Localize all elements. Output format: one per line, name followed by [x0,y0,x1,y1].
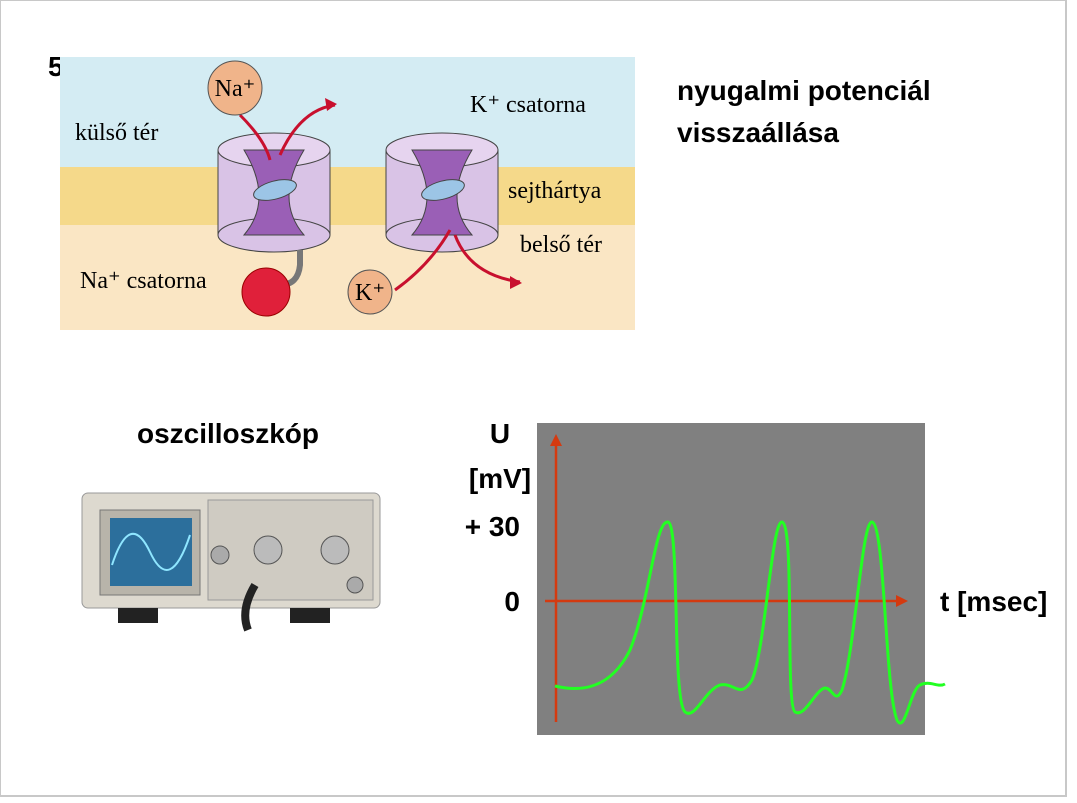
graph-background [537,423,925,735]
k-ion-label: K⁺ [355,280,385,306]
title-line: nyugalmi potenciál [677,75,931,106]
y-axis-arrow [550,434,562,446]
x-axis-arrow [896,595,908,607]
y-axis-label: U [490,418,510,449]
oscilloscope [81,492,381,632]
y-tick-label: + 30 [465,511,520,542]
k-channel-label: K⁺ csatorna [470,92,586,118]
potential-graph: U [mV] + 30 0 t [msec] [465,418,1047,735]
oscilloscope-label: oszcilloszkóp [137,418,319,449]
na-ion-label: Na⁺ [215,76,256,102]
na-channel-label: Na⁺ csatorna [80,268,207,294]
membrane-diagram: Na⁺ K⁺ külső tér K⁺ csatorna sejthártya … [60,57,635,330]
outer-region [60,57,635,167]
k-channel [385,132,522,292]
inner-space-label: belső tér [520,232,602,258]
na-ion [207,60,263,116]
y-axis-label: [mV] [469,463,531,494]
membrane-label: sejthártya [508,178,602,204]
title-line: visszaállása [677,117,839,148]
y-tick-label: 0 [504,586,520,617]
k-ion [347,269,393,315]
na-channel [217,98,337,317]
outer-space-label: külső tér [75,120,158,146]
potential-curve [554,520,946,725]
membrane-band [60,167,635,225]
x-axis-label: t [msec] [940,586,1047,617]
inner-region [60,225,635,330]
